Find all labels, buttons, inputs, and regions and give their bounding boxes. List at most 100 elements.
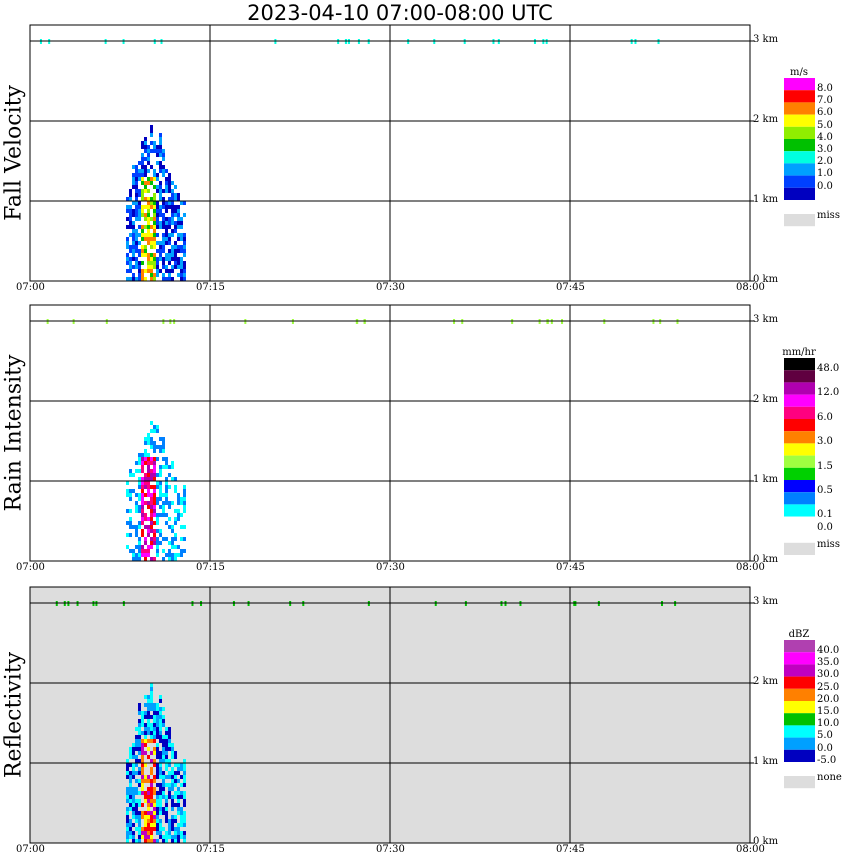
echo-cell bbox=[177, 525, 180, 529]
echo-cell bbox=[135, 177, 138, 181]
echo-cell bbox=[132, 489, 135, 493]
echo-cell bbox=[168, 489, 171, 493]
echo-cell bbox=[144, 835, 147, 839]
echo-cell bbox=[165, 189, 168, 193]
echo-cell bbox=[177, 553, 180, 557]
echo-cell bbox=[132, 803, 135, 807]
echo-cell bbox=[141, 269, 144, 273]
echo-cell bbox=[147, 501, 150, 505]
echo-cell bbox=[150, 253, 153, 257]
echo-cell bbox=[138, 815, 141, 819]
echo-cell bbox=[159, 783, 162, 787]
echo-cell bbox=[171, 253, 174, 257]
echo-cell bbox=[141, 501, 144, 505]
echo-cell bbox=[144, 485, 147, 489]
echo-cell bbox=[129, 517, 132, 521]
echo-cell bbox=[144, 477, 147, 481]
echo-cell bbox=[153, 703, 156, 707]
echo-cell bbox=[174, 209, 177, 213]
echo-cell bbox=[177, 811, 180, 815]
scale-swatch bbox=[784, 664, 815, 677]
echo-cell bbox=[159, 257, 162, 261]
echo-cell bbox=[162, 827, 165, 831]
echo-cell bbox=[162, 835, 165, 839]
echo-cell bbox=[171, 249, 174, 253]
y-tick-label: 1 km bbox=[753, 756, 779, 767]
echo-cell bbox=[129, 775, 132, 779]
echo-cell bbox=[144, 441, 147, 445]
echo-cell bbox=[153, 445, 156, 449]
echo-cell bbox=[183, 501, 186, 505]
echo-cell bbox=[156, 771, 159, 775]
echo-cell bbox=[159, 497, 162, 501]
echo-cell bbox=[168, 823, 171, 827]
echo-cell bbox=[141, 173, 144, 177]
echo-cell bbox=[165, 473, 168, 477]
echo-cell bbox=[144, 137, 147, 141]
echo-cell bbox=[162, 241, 165, 245]
echo-cell bbox=[159, 775, 162, 779]
echo-cell bbox=[171, 823, 174, 827]
echo-cell bbox=[159, 711, 162, 715]
echo-cell bbox=[153, 237, 156, 241]
echo-cell bbox=[162, 189, 165, 193]
echo-cell bbox=[135, 513, 138, 517]
echo-cell bbox=[153, 723, 156, 727]
echo-cell bbox=[147, 815, 150, 819]
echo-cell bbox=[174, 477, 177, 481]
echo-cell bbox=[159, 137, 162, 141]
echo-cell bbox=[153, 731, 156, 735]
echo-cell bbox=[162, 265, 165, 269]
echo-cell bbox=[174, 485, 177, 489]
x-tick-label: 08:00 bbox=[736, 562, 765, 573]
scale-label: 0.0 bbox=[817, 521, 833, 533]
echo-cell bbox=[132, 221, 135, 225]
echo-cell bbox=[159, 161, 162, 165]
echo-cell bbox=[153, 421, 156, 425]
echo-cell bbox=[171, 209, 174, 213]
echo-cell bbox=[150, 691, 153, 695]
echo-cell bbox=[147, 233, 150, 237]
scale-label: 12.0 bbox=[817, 387, 840, 399]
echo-cell bbox=[129, 233, 132, 237]
echo-cell bbox=[138, 545, 141, 549]
echo-cell bbox=[168, 253, 171, 257]
echo-cell bbox=[165, 217, 168, 221]
echo-cell bbox=[171, 755, 174, 759]
echo-cell bbox=[171, 545, 174, 549]
echo-cell bbox=[153, 461, 156, 465]
echo-cell bbox=[171, 541, 174, 545]
echo-cell bbox=[171, 537, 174, 541]
echo-cell bbox=[159, 189, 162, 193]
echo-cell bbox=[180, 525, 183, 529]
echo-cell bbox=[132, 233, 135, 237]
echo-cell bbox=[162, 481, 165, 485]
echo-cell bbox=[126, 209, 129, 213]
echo-cell bbox=[156, 441, 159, 445]
echo-cell bbox=[162, 735, 165, 739]
echo-cell bbox=[141, 233, 144, 237]
scale-label: 10.0 bbox=[817, 718, 840, 730]
echo-cell bbox=[174, 783, 177, 787]
echo-cell bbox=[159, 735, 162, 739]
echo-cell bbox=[150, 473, 153, 477]
echo-cell bbox=[132, 767, 135, 771]
echo-cell bbox=[153, 141, 156, 145]
echo-cell bbox=[162, 257, 165, 261]
echo-cell bbox=[177, 835, 180, 839]
echo-cell bbox=[168, 545, 171, 549]
echo-cell bbox=[141, 815, 144, 819]
echo-cell bbox=[141, 545, 144, 549]
echo-cell bbox=[153, 225, 156, 229]
echo-cell bbox=[141, 751, 144, 755]
echo-cell bbox=[147, 525, 150, 529]
echo-cell bbox=[144, 541, 147, 545]
echo-cell bbox=[171, 839, 174, 843]
echo-cell bbox=[129, 779, 132, 783]
echo-cell bbox=[159, 165, 162, 169]
echo-cell bbox=[177, 257, 180, 261]
echo-cell bbox=[147, 229, 150, 233]
echo-cell bbox=[177, 513, 180, 517]
echo-cell bbox=[162, 245, 165, 249]
